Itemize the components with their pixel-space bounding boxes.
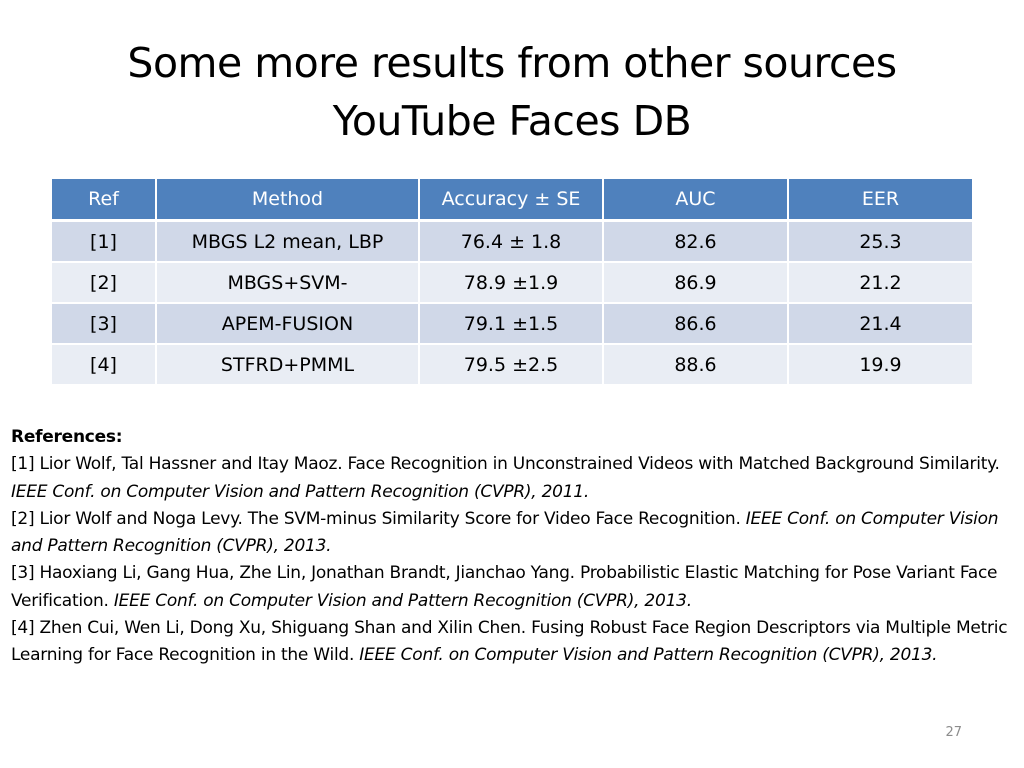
reference-authors: [4] Zhen Cui, Wen Li, Dong Xu, Shiguang … xyxy=(11,618,1008,666)
cell-accuracy: 76.4 ± 1.8 xyxy=(419,220,604,263)
cell-auc: 86.9 xyxy=(603,262,789,304)
cell-method: MBGS L2 mean, LBP xyxy=(156,220,420,263)
cell-method: STFRD+PMML xyxy=(156,344,420,386)
header-accuracy: Accuracy ± SE xyxy=(419,179,604,222)
cell-auc: 82.6 xyxy=(603,220,789,263)
table-row: [2] MBGS+SVM- 78.9 ±1.9 86.9 21.2 xyxy=(52,262,972,304)
cell-eer: 21.2 xyxy=(788,262,972,304)
reference-item-3: [3] Haoxiang Li, Gang Hua, Zhe Lin, Jona… xyxy=(11,560,1011,615)
cell-ref: [2] xyxy=(52,262,157,304)
title-line-1: Some more results from other sources xyxy=(127,39,897,87)
reference-authors: [2] Lior Wolf and Noga Levy. The SVM-min… xyxy=(11,508,746,529)
slide-title: Some more results from other sources You… xyxy=(40,34,984,150)
reference-venue: IEEE Conf. on Computer Vision and Patter… xyxy=(359,645,938,666)
cell-ref: [4] xyxy=(52,344,157,386)
cell-auc: 88.6 xyxy=(603,344,789,386)
reference-item-1: [1] Lior Wolf, Tal Hassner and Itay Maoz… xyxy=(11,451,1011,506)
header-auc: AUC xyxy=(603,179,789,222)
references-section: References: [1] Lior Wolf, Tal Hassner a… xyxy=(11,424,1011,670)
table-header-row: Ref Method Accuracy ± SE AUC EER xyxy=(52,179,972,222)
table-row: [3] APEM-FUSION 79.1 ±1.5 86.6 21.4 xyxy=(52,303,972,345)
header-method: Method xyxy=(156,179,420,222)
results-table: Ref Method Accuracy ± SE AUC EER [1] MBG… xyxy=(52,179,972,386)
reference-authors: [3] Haoxiang Li, Gang Hua, Zhe Lin, Jona… xyxy=(11,563,998,611)
reference-venue: IEEE Conf. on Computer Vision and Patter… xyxy=(11,508,999,557)
page-number: 27 xyxy=(945,725,962,740)
cell-ref: [3] xyxy=(52,303,157,345)
reference-item-2: [2] Lior Wolf and Noga Levy. The SVM-min… xyxy=(11,506,1011,561)
cell-accuracy: 79.1 ±1.5 xyxy=(419,303,604,345)
cell-method: APEM-FUSION xyxy=(156,303,420,345)
cell-eer: 25.3 xyxy=(788,220,972,263)
header-eer: EER xyxy=(788,179,972,222)
table-row: [4] STFRD+PMML 79.5 ±2.5 88.6 19.9 xyxy=(52,344,972,386)
cell-method: MBGS+SVM- xyxy=(156,262,420,304)
cell-eer: 19.9 xyxy=(788,344,972,386)
cell-ref: [1] xyxy=(52,220,157,263)
cell-auc: 86.6 xyxy=(603,303,789,345)
reference-venue: IEEE Conf. on Computer Vision and Patter… xyxy=(113,590,692,611)
title-line-2: YouTube Faces DB xyxy=(332,97,692,145)
reference-item-4: [4] Zhen Cui, Wen Li, Dong Xu, Shiguang … xyxy=(11,615,1011,670)
reference-authors: [1] Lior Wolf, Tal Hassner and Itay Maoz… xyxy=(11,454,1000,475)
cell-accuracy: 78.9 ±1.9 xyxy=(419,262,604,304)
cell-eer: 21.4 xyxy=(788,303,972,345)
header-ref: Ref xyxy=(52,179,157,222)
cell-accuracy: 79.5 ±2.5 xyxy=(419,344,604,386)
references-heading: References: xyxy=(11,427,123,447)
table-row: [1] MBGS L2 mean, LBP 76.4 ± 1.8 82.6 25… xyxy=(52,220,972,263)
reference-venue: IEEE Conf. on Computer Vision and Patter… xyxy=(11,481,590,502)
